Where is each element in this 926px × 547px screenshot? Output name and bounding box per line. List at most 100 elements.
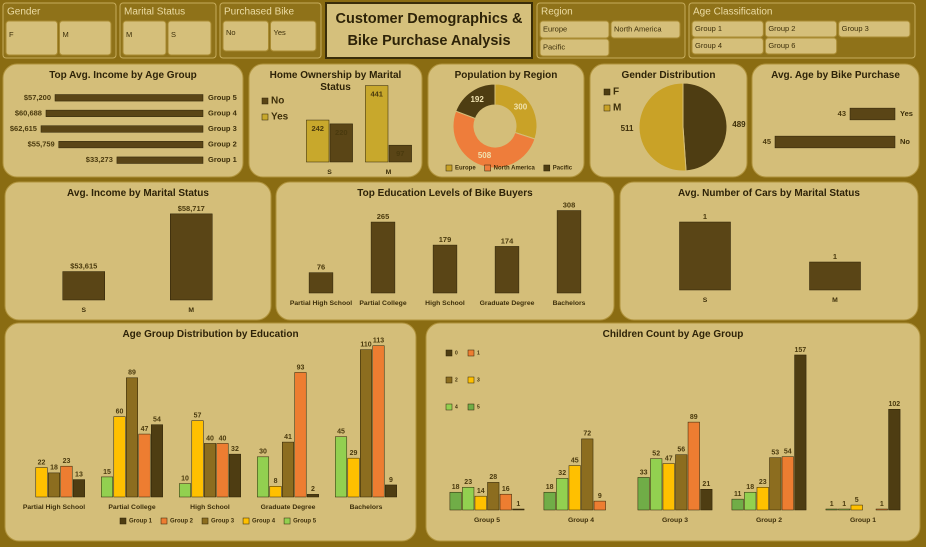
slicer-button[interactable] — [691, 20, 764, 38]
slicer-item[interactable]: M — [63, 30, 69, 39]
value-label: 2 — [311, 486, 315, 493]
chart-title: Avg. Age by Bike Purchase — [771, 70, 900, 81]
bar — [568, 465, 581, 511]
value-label: 56 — [677, 447, 685, 454]
slicer-button[interactable] — [539, 20, 610, 39]
chart-title: Gender Distribution — [621, 70, 716, 81]
bar — [101, 476, 114, 498]
bar — [216, 443, 229, 498]
slicer-item[interactable]: S — [171, 30, 176, 39]
pie-slice — [455, 83, 496, 120]
value-label: 1 — [830, 501, 834, 508]
slicer-button[interactable] — [270, 20, 317, 52]
value-label: $62,615 — [10, 124, 37, 133]
slicer-button[interactable] — [610, 20, 681, 39]
chart-title: Avg. Number of Cars by Marital Status — [678, 188, 860, 199]
legend-label: 5 — [477, 404, 480, 410]
value-label: 22 — [38, 459, 46, 466]
slicer-item[interactable]: Pacific — [543, 42, 565, 51]
slicer-item[interactable]: Group 6 — [768, 41, 795, 50]
value-label: 14 — [477, 488, 485, 495]
category-label: Bachelors — [553, 300, 586, 307]
legend-swatch — [467, 403, 475, 411]
bar — [388, 144, 412, 163]
bar — [731, 498, 744, 511]
value-label: 8 — [274, 478, 278, 485]
value-label: $55,759 — [28, 140, 55, 149]
slicer-item[interactable]: F — [9, 30, 14, 39]
slicer-button[interactable] — [5, 20, 58, 56]
value-label: 1 — [842, 501, 846, 508]
bar — [62, 271, 105, 301]
value-label: 54 — [784, 449, 792, 456]
value-label: 43 — [838, 109, 846, 118]
bar — [769, 457, 782, 511]
value-label: 15 — [103, 469, 111, 476]
legend-label: 0 — [455, 350, 458, 356]
bar — [462, 487, 475, 511]
category-label: Group 5 — [208, 93, 237, 102]
slicer-button[interactable] — [764, 37, 838, 55]
pie-slice — [638, 82, 687, 172]
slicer-button[interactable] — [838, 20, 911, 38]
bar — [875, 508, 888, 511]
bar — [675, 454, 688, 511]
bar — [370, 221, 396, 294]
bar — [150, 424, 163, 498]
slicer-item[interactable]: Group 3 — [842, 24, 869, 33]
value-label: 11 — [734, 491, 742, 498]
category-label: Group 2 — [208, 140, 237, 149]
slicer-title: Gender — [7, 7, 41, 18]
slicer-button[interactable] — [764, 20, 838, 38]
bar — [40, 125, 204, 133]
bar — [781, 456, 794, 511]
value-label: 76 — [317, 263, 325, 272]
bar — [138, 433, 151, 498]
slicer-button[interactable] — [59, 20, 112, 56]
legend-swatch — [467, 376, 475, 384]
slicer-item[interactable]: Group 4 — [695, 41, 722, 50]
slicer-item[interactable]: M — [126, 30, 132, 39]
value-label: 30 — [259, 449, 267, 456]
category-label: High School — [425, 300, 465, 307]
value-label: 23 — [63, 458, 71, 465]
value-label: 179 — [439, 235, 452, 244]
category-label: S — [81, 307, 86, 314]
value-label: 21 — [702, 481, 710, 488]
slicer-item[interactable]: Yes — [274, 28, 286, 37]
slicer-button[interactable] — [691, 37, 764, 55]
bar — [512, 508, 525, 511]
bar — [228, 453, 241, 498]
value-label: 89 — [690, 414, 698, 421]
legend-swatch — [119, 517, 127, 525]
category-label: Group 3 — [662, 517, 688, 524]
value-label: 60 — [116, 408, 124, 415]
chart-title: Age Group Distribution by Education — [122, 329, 299, 340]
value-label: 72 — [583, 431, 591, 438]
slicer-title: Marital Status — [124, 7, 185, 18]
category-label: Graduate Degree — [261, 504, 316, 511]
slicer-button[interactable] — [122, 20, 167, 56]
legend-swatch — [543, 164, 551, 172]
slicer-item[interactable]: Group 2 — [768, 24, 795, 33]
slicer-button[interactable] — [167, 20, 212, 56]
bar — [432, 244, 458, 294]
value-label: 53 — [771, 450, 779, 457]
legend-label: 2 — [455, 377, 458, 383]
value-label: 242 — [311, 124, 324, 133]
bar — [365, 85, 389, 163]
legend-swatch — [467, 349, 475, 357]
chart-panel — [2, 63, 244, 178]
slicer-button[interactable] — [539, 38, 610, 57]
slicer-item[interactable]: North America — [614, 24, 662, 33]
value-label: 1 — [516, 501, 520, 508]
chart-title: Population by Region — [454, 70, 558, 81]
slicer-item[interactable]: Group 1 — [695, 24, 722, 33]
value-label: 508 — [478, 151, 492, 160]
slicer-item[interactable]: No — [226, 28, 236, 37]
category-label: Partial College — [108, 504, 155, 511]
legend-swatch — [445, 403, 453, 411]
slicer-button[interactable] — [222, 20, 269, 52]
slicer-item[interactable]: Europe — [543, 24, 567, 33]
legend-label: North America — [494, 166, 536, 172]
